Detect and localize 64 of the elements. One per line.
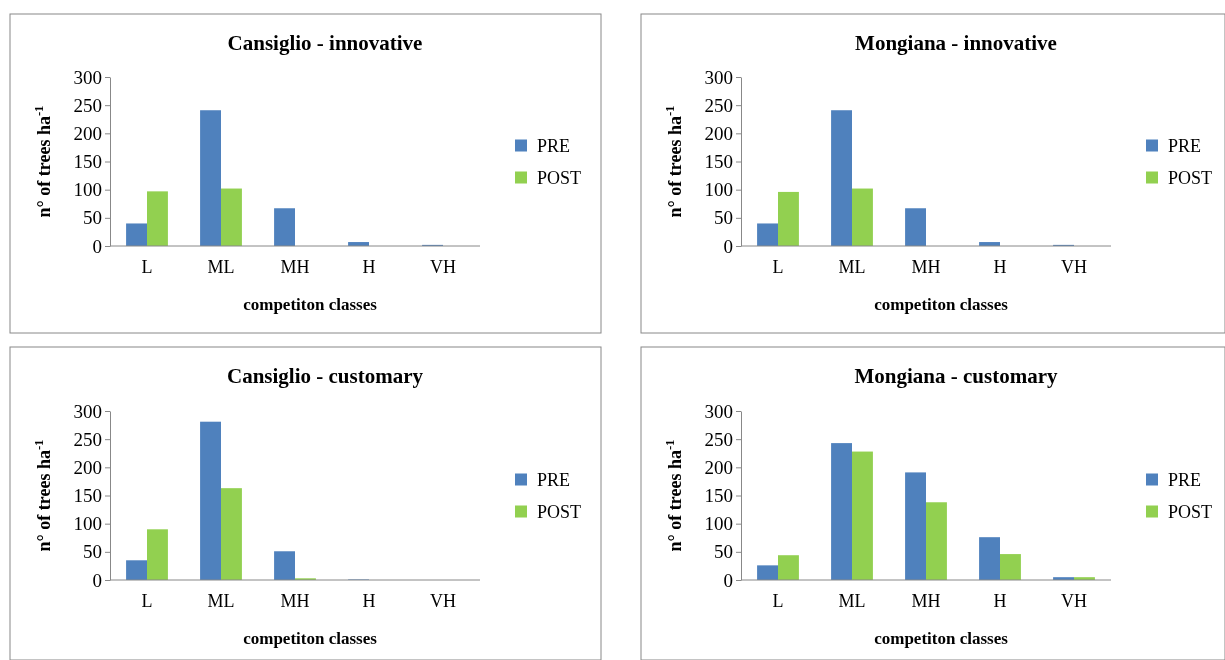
legend-label: POST [1168, 167, 1213, 188]
chart-title: Cansiglio - innovative [227, 31, 423, 55]
y-tick-label: 300 [73, 66, 102, 88]
y-tick-label: 0 [92, 569, 102, 591]
x-tick-label: L [772, 590, 784, 611]
x-tick-label: ML [838, 256, 866, 277]
x-tick-label: ML [207, 590, 235, 611]
x-axis-title: competiton classes [243, 295, 378, 314]
y-tick-label: 200 [704, 122, 733, 144]
x-tick-label: L [141, 256, 153, 277]
legend-label: POST [537, 167, 582, 188]
x-tick-label: H [993, 590, 1007, 611]
y-tick-label: 150 [73, 151, 102, 173]
x-tick-label: ML [838, 590, 866, 611]
y-tick-label: 100 [704, 179, 733, 201]
x-tick-label: H [362, 590, 376, 611]
y-tick-label: 300 [704, 66, 733, 88]
y-tick-label: 200 [73, 122, 102, 144]
y-tick-label: 100 [73, 513, 102, 535]
x-axis-title: competiton classes [874, 629, 1009, 648]
legend-label: PRE [1168, 135, 1202, 156]
y-tick-label: 150 [704, 485, 733, 507]
y-tick-label: 300 [73, 400, 102, 422]
y-tick-label: 250 [704, 94, 733, 116]
y-tick-label: 300 [704, 400, 733, 422]
legend-label: PRE [537, 135, 571, 156]
x-tick-label: H [993, 256, 1007, 277]
y-tick-label: 50 [83, 541, 102, 563]
y-tick-label: 250 [73, 428, 102, 450]
x-axis-title: competiton classes [874, 295, 1009, 314]
legend-label: POST [1168, 501, 1213, 522]
chart-title: Mongiana - customary [854, 364, 1058, 388]
y-tick-label: 0 [92, 235, 102, 257]
legend-label: POST [537, 501, 582, 522]
x-tick-label: MH [911, 590, 941, 611]
y-tick-label: 250 [704, 428, 733, 450]
y-tick-label: 0 [723, 235, 733, 257]
y-tick-label: 0 [723, 569, 733, 591]
y-tick-label: 200 [73, 456, 102, 478]
y-tick-label: 100 [704, 513, 733, 535]
chart-title: Mongiana - innovative [855, 31, 1057, 55]
x-tick-label: MH [911, 256, 941, 277]
legend-label: PRE [1168, 469, 1202, 490]
y-tick-label: 150 [73, 485, 102, 507]
x-tick-label: MH [280, 590, 310, 611]
x-tick-label: VH [1061, 256, 1087, 277]
x-tick-label: L [141, 590, 153, 611]
x-tick-label: ML [207, 256, 235, 277]
y-tick-label: 50 [714, 207, 733, 229]
y-tick-label: 50 [714, 541, 733, 563]
x-tick-label: VH [1061, 590, 1087, 611]
y-tick-label: 50 [83, 207, 102, 229]
y-tick-label: 250 [73, 94, 102, 116]
chart-title: Cansiglio - customary [227, 364, 424, 388]
y-tick-label: 200 [704, 456, 733, 478]
y-tick-label: 100 [73, 179, 102, 201]
x-tick-label: H [362, 256, 376, 277]
x-axis-title: competiton classes [243, 629, 378, 648]
x-tick-label: L [772, 256, 784, 277]
legend-label: PRE [537, 469, 571, 490]
x-tick-label: VH [430, 590, 456, 611]
y-tick-label: 150 [704, 151, 733, 173]
x-tick-label: MH [280, 256, 310, 277]
x-tick-label: VH [430, 256, 456, 277]
